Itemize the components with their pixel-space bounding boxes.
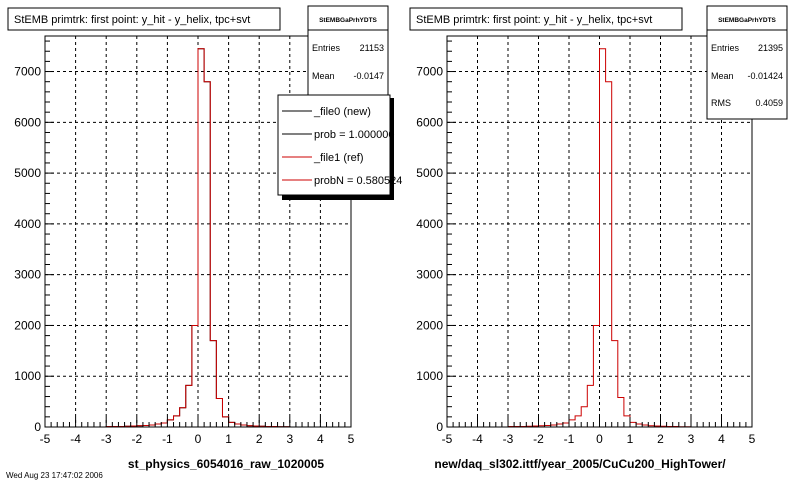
left-x-tick-label: 4 (317, 432, 324, 446)
left-title: StEMB primtrk: first point: y_hit - y_he… (14, 14, 250, 26)
right-x-tick-label: -1 (564, 432, 575, 446)
right-x-ticks: -5 -4 -3 -2 -1 0 1 2 3 4 5 (442, 417, 756, 446)
right-stats-entries-value: 21395 (758, 43, 783, 53)
left-y-tick-label: 5000 (14, 166, 41, 180)
right-histogram (447, 48, 752, 428)
left-y-tick-label: 7000 (14, 65, 41, 79)
right-y-tick-label: 3000 (416, 268, 443, 282)
legend-entry-ref: _file1 (ref) (313, 152, 364, 164)
left-y-ticks: 0 1000 2000 3000 4000 5000 6000 7000 (14, 40, 54, 434)
left-x-tick-label: 0 (195, 432, 202, 446)
right-y-tick-label: 2000 (416, 318, 443, 332)
right-x-tick-label: 1 (627, 432, 634, 446)
left-stats-entries-label: Entries (312, 43, 341, 53)
left-x-tick-label: 3 (286, 432, 293, 446)
left-x-tick-label: -4 (70, 432, 81, 446)
right-stats-name: StEMBGaPrhYDTS (718, 17, 776, 24)
right-x-tick-label: -5 (442, 432, 453, 446)
left-y-tick-label: 6000 (14, 115, 41, 129)
left-y-tick-label: 2000 (14, 318, 41, 332)
right-pad: StEMB primtrk: first point: y_hit - y_he… (409, 5, 788, 471)
right-stats-rms-label: RMS (711, 98, 731, 108)
right-x-tick-label: 2 (657, 432, 664, 446)
left-x-tick-label: 2 (256, 432, 263, 446)
right-x-tick-label: -4 (472, 432, 483, 446)
left-x-tick-label: -2 (131, 432, 142, 446)
left-legend: _file0 (new) prob = 1.000000 _file1 (ref… (277, 94, 402, 200)
right-y-tick-label: 1000 (416, 369, 443, 383)
left-stats-name: StEMBGaPrhYDTS (319, 17, 377, 24)
right-stats-box: StEMBGaPrhYDTS Entries 21395 Mean -0.014… (706, 5, 788, 120)
left-x-tick-label: 1 (225, 432, 232, 446)
left-y-tick-label: 3000 (14, 268, 41, 282)
left-y-tick-label: 4000 (14, 217, 41, 231)
timestamp-footer: Wed Aug 23 17:47:02 2006 (6, 471, 103, 480)
right-y-tick-label: 0 (436, 420, 443, 434)
left-x-tick-label: 5 (348, 432, 355, 446)
left-x-ticks: -5 -4 -3 -2 -1 0 1 2 3 4 5 (40, 417, 355, 446)
left-x-label: st_physics_6054016_raw_1020005 (128, 457, 324, 471)
right-x-tick-label: 5 (749, 432, 756, 446)
left-title-box (7, 7, 281, 31)
right-y-tick-label: 5000 (416, 166, 443, 180)
left-x-tick-label: -1 (162, 432, 173, 446)
right-grid (447, 36, 752, 427)
left-y-tick-label: 0 (34, 420, 41, 434)
right-y-ticks: 0 1000 2000 3000 4000 5000 6000 7000 (416, 40, 456, 434)
legend-entry-probn: probN = 0.580524 (314, 175, 402, 187)
left-x-tick-label: -3 (101, 432, 112, 446)
right-x-tick-label: 0 (596, 432, 603, 446)
right-y-tick-label: 6000 (416, 115, 443, 129)
right-x-label: new/daq_sl302.ittf/year_2005/CuCu200_Hig… (434, 457, 726, 471)
right-x-tick-label: -3 (503, 432, 514, 446)
right-x-tick-label: -2 (533, 432, 544, 446)
left-stats-mean-value: -0.0147 (353, 71, 384, 81)
legend-box (277, 94, 391, 196)
right-x-tick-label: 3 (688, 432, 695, 446)
right-stats-entries-label: Entries (711, 43, 740, 53)
left-stats-mean-label: Mean (312, 71, 335, 81)
right-stats-mean-value: -0.01424 (747, 71, 783, 81)
left-x-tick-label: -5 (40, 432, 51, 446)
right-title-box (409, 7, 683, 31)
right-stats-rms-value: 0.4059 (755, 98, 783, 108)
legend-entry-prob: prob = 1.000000 (314, 129, 394, 141)
right-y-tick-label: 7000 (416, 65, 443, 79)
left-y-tick-label: 1000 (14, 369, 41, 383)
right-x-tick-label: 4 (718, 432, 725, 446)
right-stats-mean-label: Mean (711, 71, 734, 81)
right-series-0 (447, 48, 752, 428)
left-stats-entries-value: 21153 (360, 43, 384, 53)
legend-entry-new: _file0 (new) (313, 106, 371, 118)
right-y-tick-label: 4000 (416, 217, 443, 231)
right-title: StEMB primtrk: first point: y_hit - y_he… (416, 14, 652, 26)
left-pad: StEMB primtrk: first point: y_hit - y_he… (7, 5, 402, 471)
